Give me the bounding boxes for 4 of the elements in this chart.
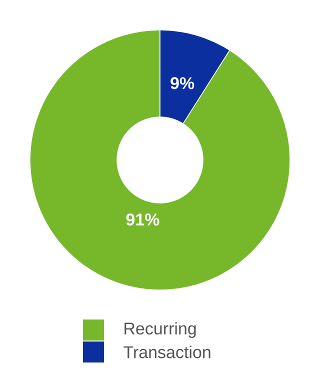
legend-label: Recurring bbox=[124, 322, 196, 338]
data-label: 9% bbox=[170, 77, 194, 90]
data-label: 91% bbox=[126, 214, 160, 226]
legend-label: Transaction bbox=[124, 346, 210, 358]
